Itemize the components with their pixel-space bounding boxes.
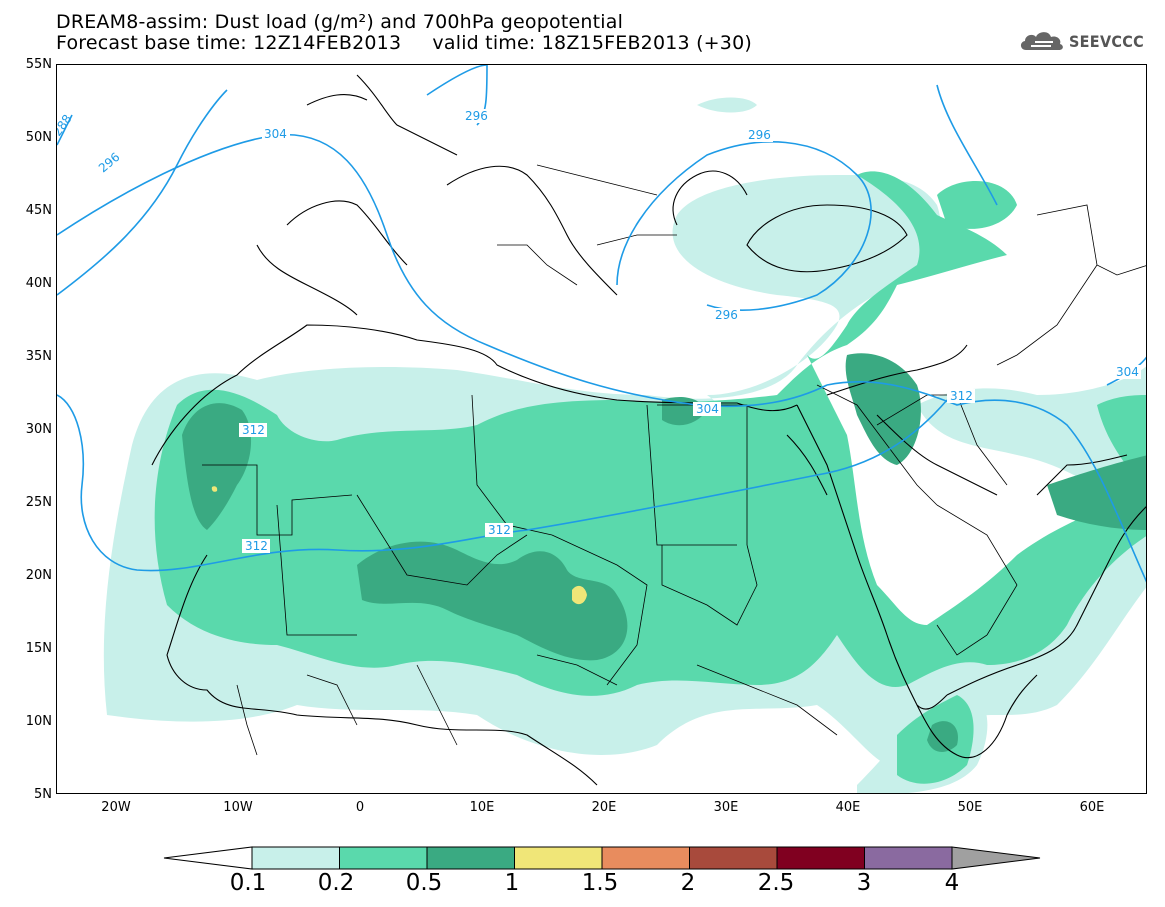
colorbar-box	[776, 846, 865, 870]
colorbar-under-triangle	[163, 846, 253, 870]
colorbar-label-2: 2	[680, 870, 696, 896]
lon-label-0: 0	[355, 800, 365, 815]
contour-label-296c: 296	[715, 308, 738, 322]
colorbar-box	[251, 846, 340, 870]
lon-label-40e: 40E	[835, 800, 861, 815]
lon-label-20e: 20E	[591, 800, 617, 815]
lat-label-25n: 25N	[25, 495, 52, 510]
colorbar-box	[339, 846, 428, 870]
lon-label-60e: 60E	[1079, 800, 1105, 815]
contour-label-312c: 312	[488, 523, 511, 537]
logo-text: SEEVCCC	[1069, 31, 1144, 51]
contour-label-304b: 304	[696, 402, 719, 416]
cloud-icon	[1020, 32, 1063, 50]
lat-label-15n: 15N	[25, 641, 52, 656]
dust-load-map: 304 296 296 296 304 304 312 312 312 312 …	[56, 64, 1147, 794]
lat-label-55n: 55N	[25, 57, 52, 72]
country-borders	[202, 164, 1146, 756]
contour-label-312d: 312	[950, 389, 973, 403]
colorbar-label-4: 4	[944, 870, 960, 896]
contour-label-312: 312	[242, 423, 265, 437]
contour-label-296b: 296	[748, 128, 771, 142]
colorbar-label-3: 3	[856, 870, 872, 896]
colorbar-box	[689, 846, 778, 870]
colorbar-label-2.5: 2.5	[757, 870, 795, 896]
colorbar-over-triangle	[951, 846, 1041, 870]
contour-label-296: 296	[465, 109, 488, 123]
colorbar	[163, 846, 1041, 870]
lon-label-50e: 50E	[957, 800, 983, 815]
lat-label-30n: 30N	[25, 422, 52, 437]
dust-region-1	[211, 486, 587, 605]
colorbar-label-0.5: 0.5	[405, 870, 443, 896]
colorbar-box	[601, 846, 690, 870]
colorbar-label-0.1: 0.1	[229, 870, 267, 896]
colorbar-box	[426, 846, 515, 870]
lat-label-5n: 5N	[34, 787, 52, 802]
contour-label-296d: 296	[96, 150, 123, 175]
lat-label-20n: 20N	[25, 568, 52, 583]
colorbar-label-1.5: 1.5	[581, 870, 619, 896]
lat-label-10n: 10N	[25, 714, 52, 729]
lat-label-35n: 35N	[25, 349, 52, 364]
colorbar-box	[864, 846, 953, 870]
lat-label-40n: 40N	[25, 276, 52, 291]
contour-label-304: 304	[264, 127, 287, 141]
contour-labels: 304 296 296 296 304 304 312 312 312 312 …	[57, 109, 1141, 553]
colorbar-box	[514, 846, 603, 870]
seevccc-logo: SEEVCCC	[1018, 26, 1144, 56]
lon-label-30e: 30E	[713, 800, 739, 815]
lat-label-45n: 45N	[25, 203, 52, 218]
coastlines	[151, 74, 1146, 786]
map-subtitle: Forecast base time: 12Z14FEB2013 valid t…	[56, 32, 752, 54]
contour-label-312b: 312	[245, 539, 268, 553]
map-canvas: 304 296 296 296 304 304 312 312 312 312 …	[57, 65, 1146, 793]
colorbar-boxes	[251, 846, 953, 870]
map-title: DREAM8-assim: Dust load (g/m²) and 700hP…	[56, 11, 624, 33]
lon-label-20w: 20W	[101, 800, 131, 815]
lat-label-50n: 50N	[25, 130, 52, 145]
colorbar-label-1: 1	[504, 870, 520, 896]
colorbar-label-0.2: 0.2	[317, 870, 355, 896]
lon-label-10e: 10E	[469, 800, 495, 815]
lon-label-10w: 10W	[223, 800, 253, 815]
contour-label-304c: 304	[1116, 365, 1139, 379]
